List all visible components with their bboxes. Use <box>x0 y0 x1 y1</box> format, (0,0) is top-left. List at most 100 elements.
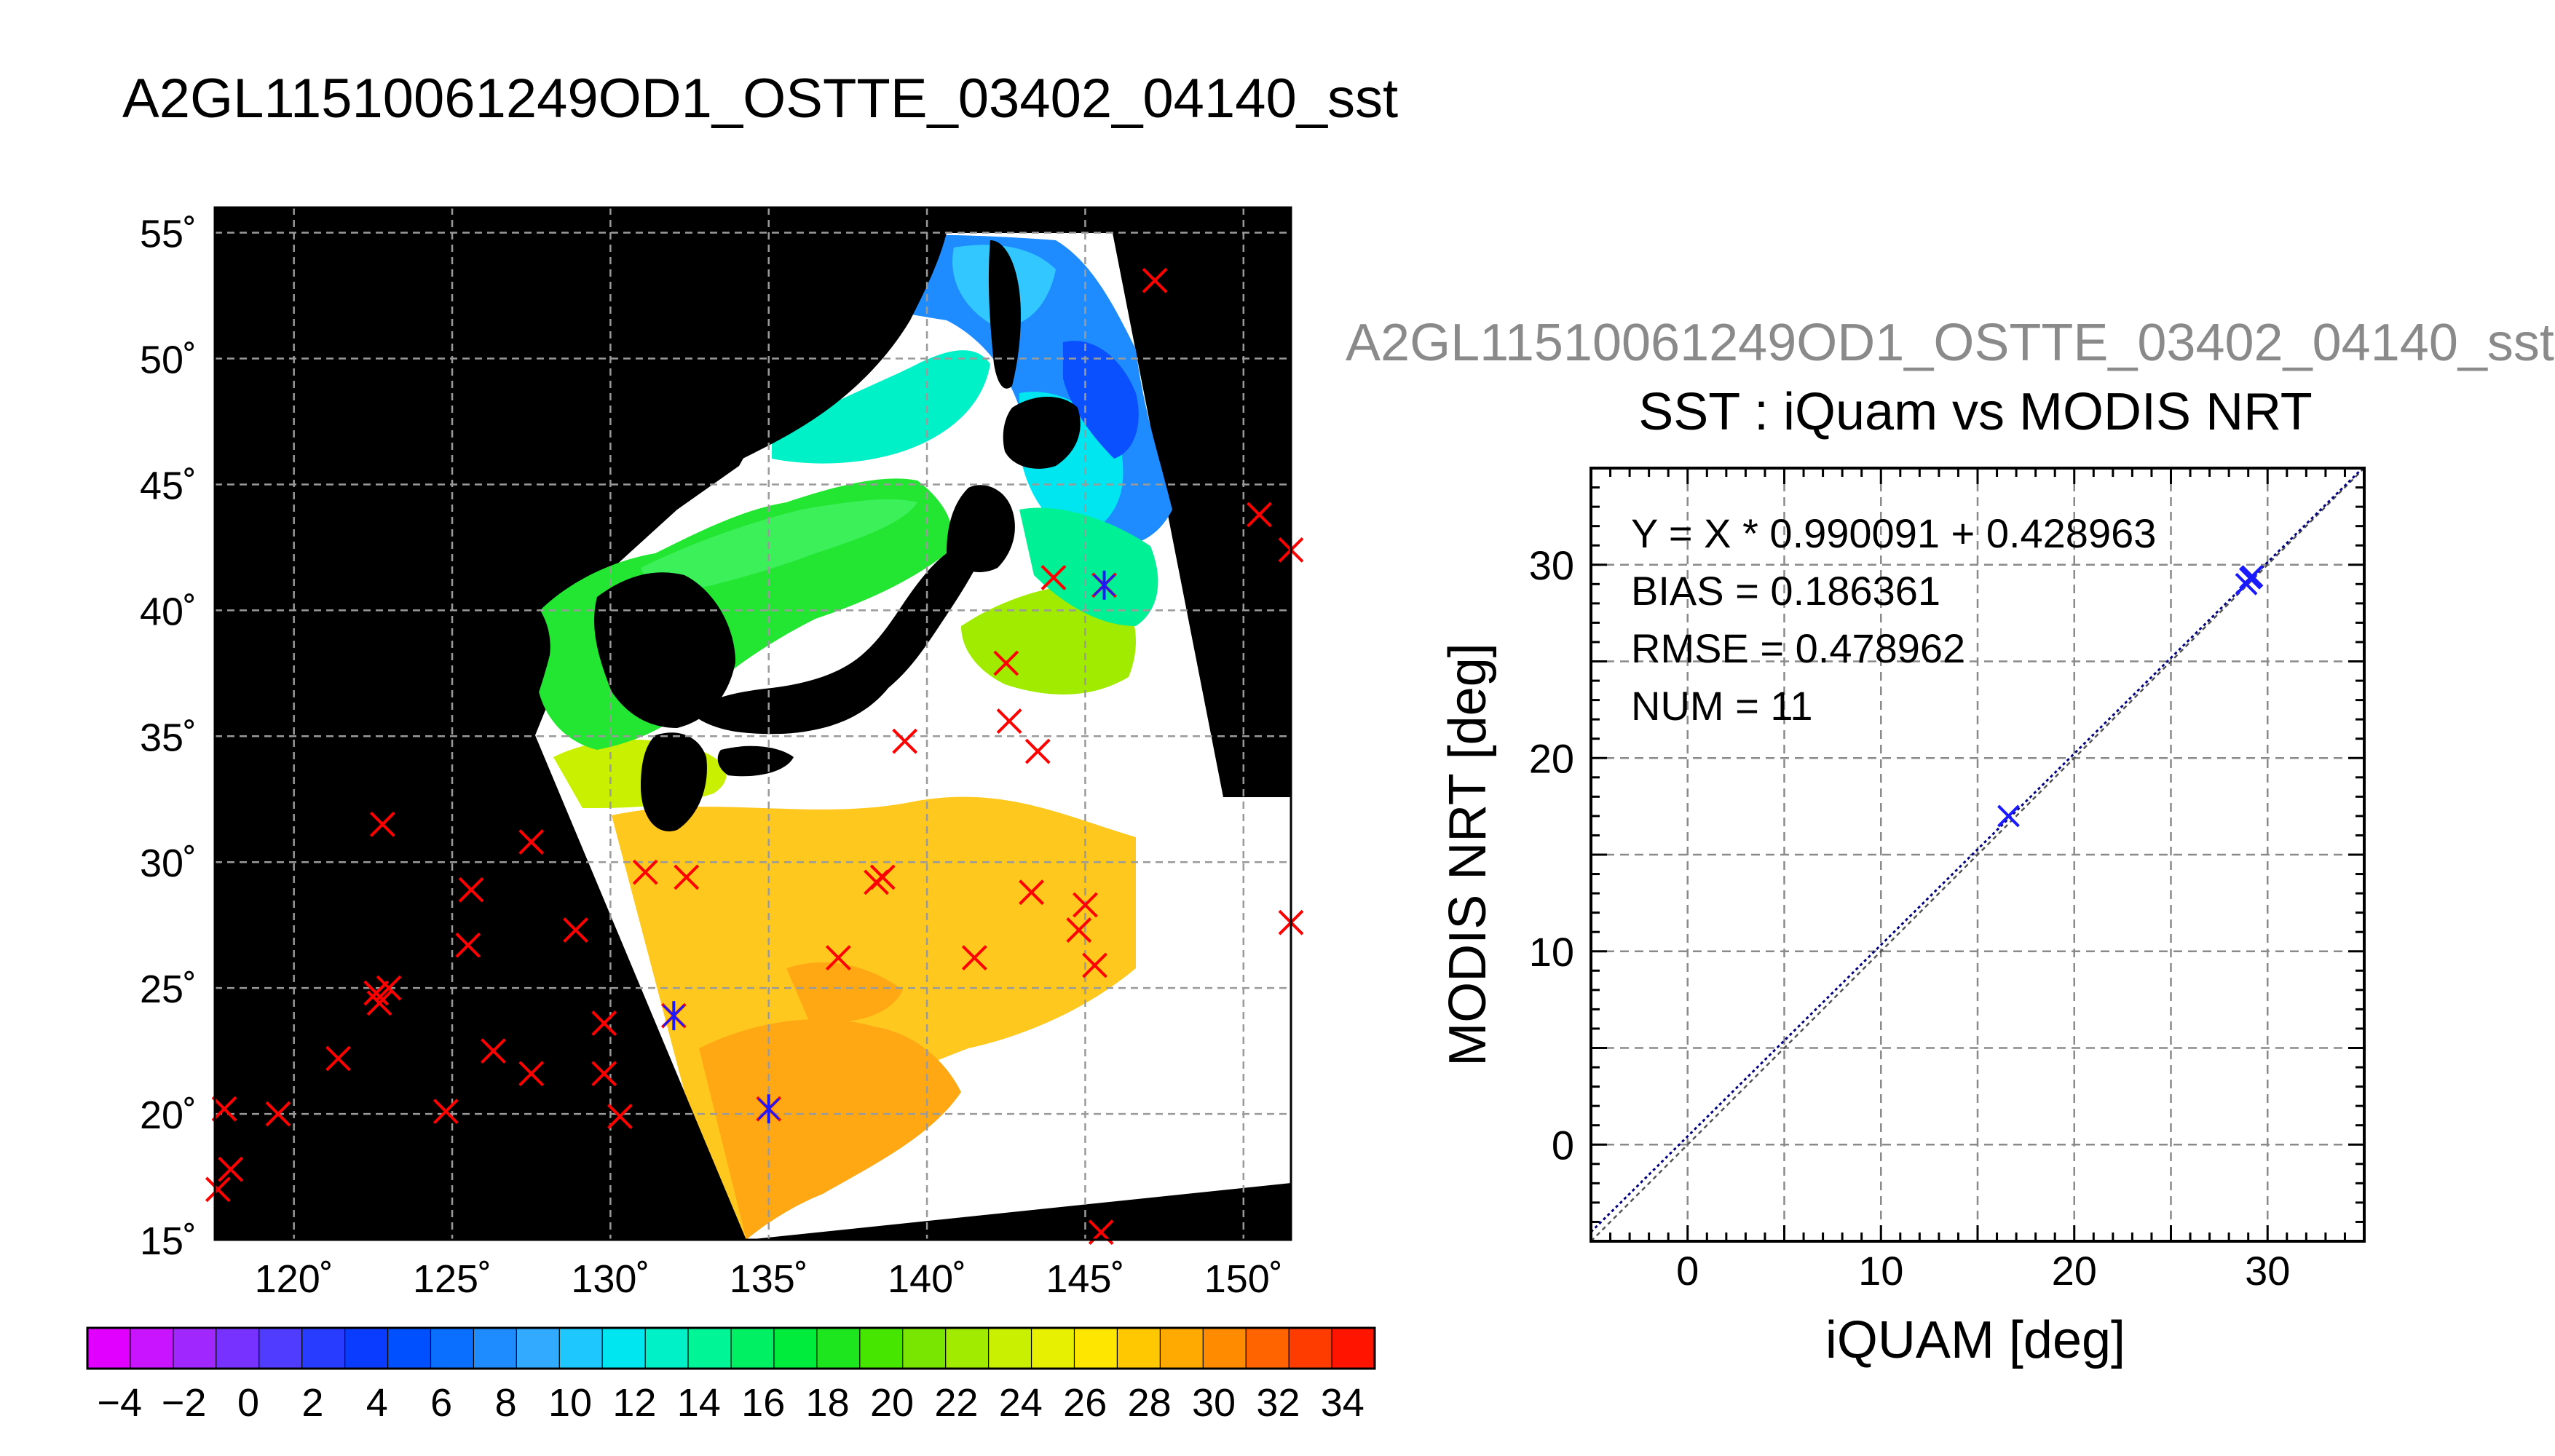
colorbar-segment <box>1289 1328 1332 1369</box>
colorbar-frame <box>86 1326 1376 1370</box>
iquam-marker <box>205 1176 231 1203</box>
iquam-marker <box>591 1010 617 1036</box>
colorbar-label: 28 <box>1128 1381 1172 1425</box>
iquam-marker <box>1040 564 1067 590</box>
land-shikoku <box>717 745 794 777</box>
colorbar-segment <box>945 1328 990 1369</box>
y-tick-label: 10 <box>1529 929 1574 975</box>
colorbar-segment <box>173 1328 217 1369</box>
x-axis-label: iQUAM [deg] <box>1825 1311 2125 1369</box>
colorbar-segment <box>688 1328 732 1369</box>
colorbar <box>86 1326 1376 1370</box>
land-kyushu <box>641 732 707 831</box>
lon-tick-label: 125˚ <box>413 1257 491 1301</box>
lat-tick-label: 55˚ <box>140 213 197 256</box>
iquam-marker <box>1247 502 1272 528</box>
colorbar-segment <box>1246 1328 1290 1369</box>
land-korea <box>594 572 735 728</box>
land-mainland-north <box>510 233 947 579</box>
colorbar-label: 22 <box>934 1381 978 1425</box>
sst-map-panel: 15˚ 20˚ 25˚ 30˚ 35˚ 40˚ 45˚ 50˚ 55˚ 120˚ 125˚ 130˚… <box>86 206 1376 1425</box>
colorbar-segment <box>859 1328 904 1369</box>
iquam-marker <box>993 650 1019 676</box>
iquam-marker <box>996 708 1022 734</box>
map-frame <box>213 206 1292 1241</box>
colorbar-segment <box>559 1328 603 1369</box>
iquam-marker <box>1082 952 1107 978</box>
iquam-marker <box>481 1038 506 1064</box>
colorbar-segment <box>1203 1328 1247 1369</box>
iquam-marker <box>1024 738 1051 764</box>
scatter-panel: SST : iQuam vs MODIS NRT 0 10 20 30 0 10 20 30… <box>1439 383 2366 1369</box>
lat-tick-label: 30˚ <box>140 842 197 885</box>
colorbar-segment <box>1074 1328 1118 1369</box>
colorbar-label: 8 <box>495 1381 517 1425</box>
sst-sea-green-light <box>641 499 917 597</box>
y-tick-label: 20 <box>1529 735 1574 781</box>
iquam-marker <box>518 829 545 855</box>
x-tick-label: 10 <box>1858 1248 1903 1294</box>
colorbar-labels: −4 −2 0 2 4 6 8 10 12 14 16 18 20 22 24 26 28 30 32 34 <box>97 1381 1364 1425</box>
colorbar-segment <box>1160 1328 1204 1369</box>
lon-tick-label: 140˚ <box>888 1257 966 1301</box>
lon-tick-label: 130˚ <box>571 1257 649 1301</box>
scatter-points <box>1997 565 2264 828</box>
scatter-point <box>1997 804 2020 828</box>
longitude-tick-labels: 120˚ 125˚ 130˚ 135˚ 140˚ 145˚ 150˚ <box>255 1257 1283 1301</box>
colorbar-segment <box>258 1328 303 1369</box>
colorbar-label: 2 <box>301 1381 323 1425</box>
iquam-marker <box>376 975 402 1001</box>
colorbar-label: 18 <box>806 1381 850 1425</box>
land-honshu <box>692 549 979 735</box>
sst-east-green-north <box>1019 507 1158 626</box>
lon-tick-label: 145˚ <box>1046 1257 1124 1301</box>
colorbar-segment <box>902 1328 947 1369</box>
iquam-marker <box>825 945 851 971</box>
land-hokkaido <box>1003 397 1081 469</box>
latitude-tick-labels: 15˚ 20˚ 25˚ 30˚ 35˚ 40˚ 45˚ 50˚ 55˚ <box>140 213 197 1263</box>
iquam-marker <box>1019 879 1044 906</box>
colorbar-segment <box>130 1328 174 1369</box>
colorbar-label: 32 <box>1256 1381 1300 1425</box>
x-tick-label: 0 <box>1676 1248 1699 1294</box>
lat-tick-label: 25˚ <box>140 968 197 1011</box>
colorbar-segment <box>473 1328 517 1369</box>
iquam-marker <box>632 859 658 885</box>
y-tick-label: 30 <box>1529 542 1574 588</box>
colorbar-segment <box>645 1328 689 1369</box>
scatter-point <box>2240 565 2264 588</box>
colorbar-segment <box>731 1328 775 1369</box>
x-tick-label: 20 <box>2052 1248 2097 1294</box>
iquam-marker <box>1066 917 1092 943</box>
lat-tick-label: 20˚ <box>140 1093 197 1137</box>
y-tick-label: 0 <box>1552 1122 1574 1168</box>
iquam-marker <box>591 1061 617 1087</box>
iquam-marker <box>869 864 896 890</box>
y-axis-label: MODIS NRT [deg] <box>1439 643 1497 1067</box>
land-shandong <box>502 582 550 735</box>
iquam-marker <box>892 728 918 754</box>
colorbar-segment <box>344 1328 389 1369</box>
iquam-marker <box>265 1101 291 1127</box>
lon-tick-label: 120˚ <box>255 1257 333 1301</box>
colorbar-label: −4 <box>97 1381 142 1425</box>
lat-tick-label: 50˚ <box>140 339 197 382</box>
colorbar-label: 20 <box>870 1381 914 1425</box>
colorbar-segment <box>602 1328 646 1369</box>
iquam-marker <box>1073 892 1098 918</box>
x-tick-label: 30 <box>2245 1248 2290 1294</box>
lon-tick-label: 135˚ <box>730 1257 808 1301</box>
stats-line: Y = X * 0.990091 + 0.428963 <box>1631 510 2156 556</box>
colorbar-label: 34 <box>1321 1381 1365 1425</box>
colorbar-segment <box>988 1328 1032 1369</box>
colorbar-label: 10 <box>548 1381 592 1425</box>
iquam-marker <box>563 917 588 943</box>
sst-teal-north <box>772 350 990 464</box>
colorbar-label: 30 <box>1192 1381 1236 1425</box>
iquam-marker <box>211 1096 237 1122</box>
colorbar-label: 24 <box>999 1381 1043 1425</box>
colorbar-segment <box>516 1328 560 1369</box>
iquam-marker <box>218 1156 244 1182</box>
colorbar-segment <box>773 1328 818 1369</box>
fit-lines <box>1590 465 2366 1242</box>
